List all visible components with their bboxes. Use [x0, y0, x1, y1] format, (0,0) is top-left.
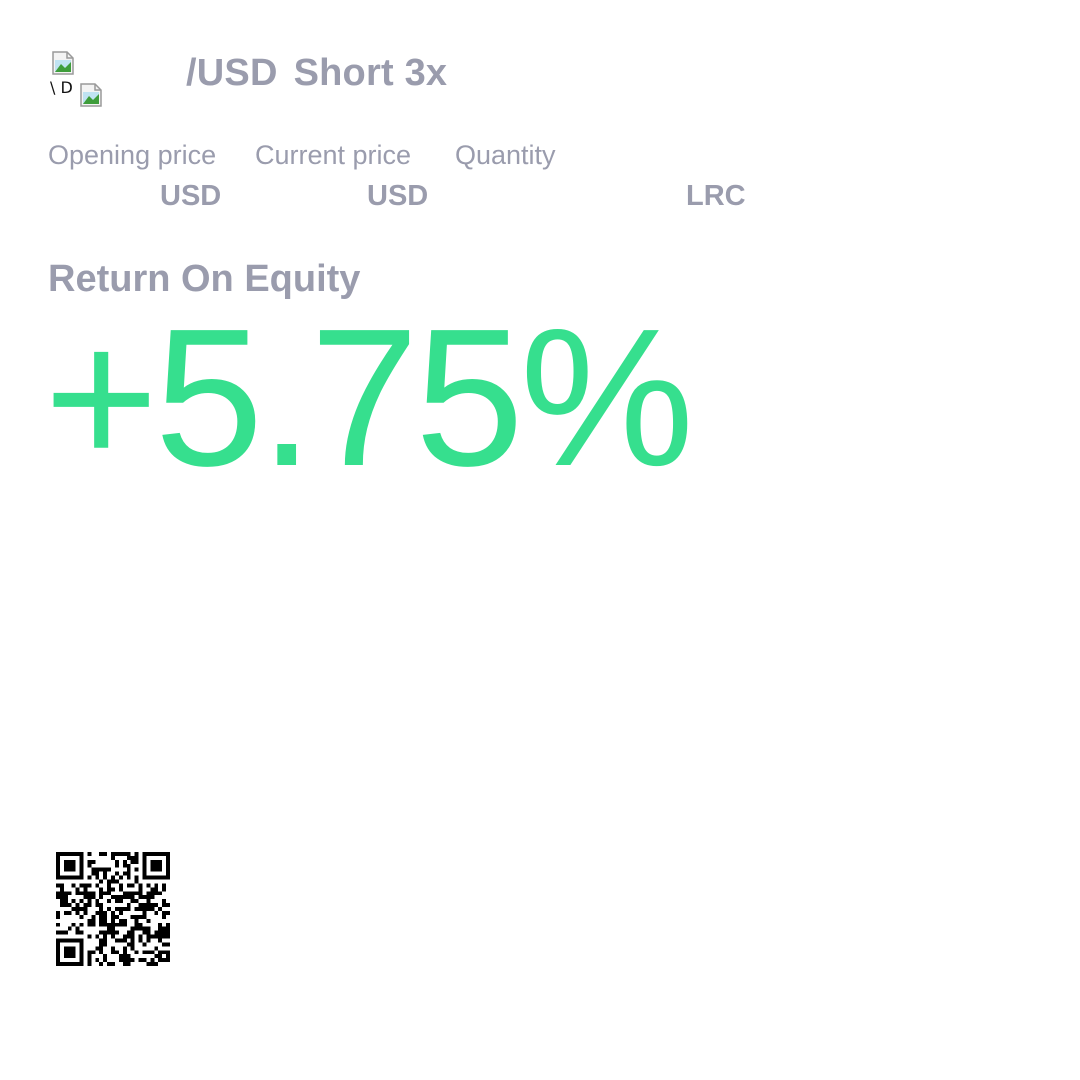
position-title: /USD Short 3x	[186, 52, 447, 95]
roe-value: +5.75%	[44, 288, 694, 507]
current-price-unit: USD	[367, 180, 429, 212]
quote-token-broken-image-icon	[80, 83, 102, 107]
quantity-unit: LRC	[686, 180, 746, 212]
token-pair-icons: \ D	[48, 46, 108, 112]
roe-label: Return On Equity	[48, 258, 361, 300]
current-price-label: Current price	[255, 140, 412, 170]
opening-price-label: Opening price	[48, 140, 217, 170]
pair-quote-currency: /USD	[186, 52, 278, 94]
qr-code-icon	[56, 852, 170, 966]
base-token-alt-text: \ D	[50, 78, 73, 97]
side-leverage: Short 3x	[293, 52, 448, 94]
base-token-broken-image-icon	[52, 51, 74, 75]
opening-price-unit: USD	[160, 180, 222, 212]
quantity-label: Quantity	[455, 140, 556, 170]
position-stats: Opening price Current price Quantity USD…	[48, 140, 808, 220]
